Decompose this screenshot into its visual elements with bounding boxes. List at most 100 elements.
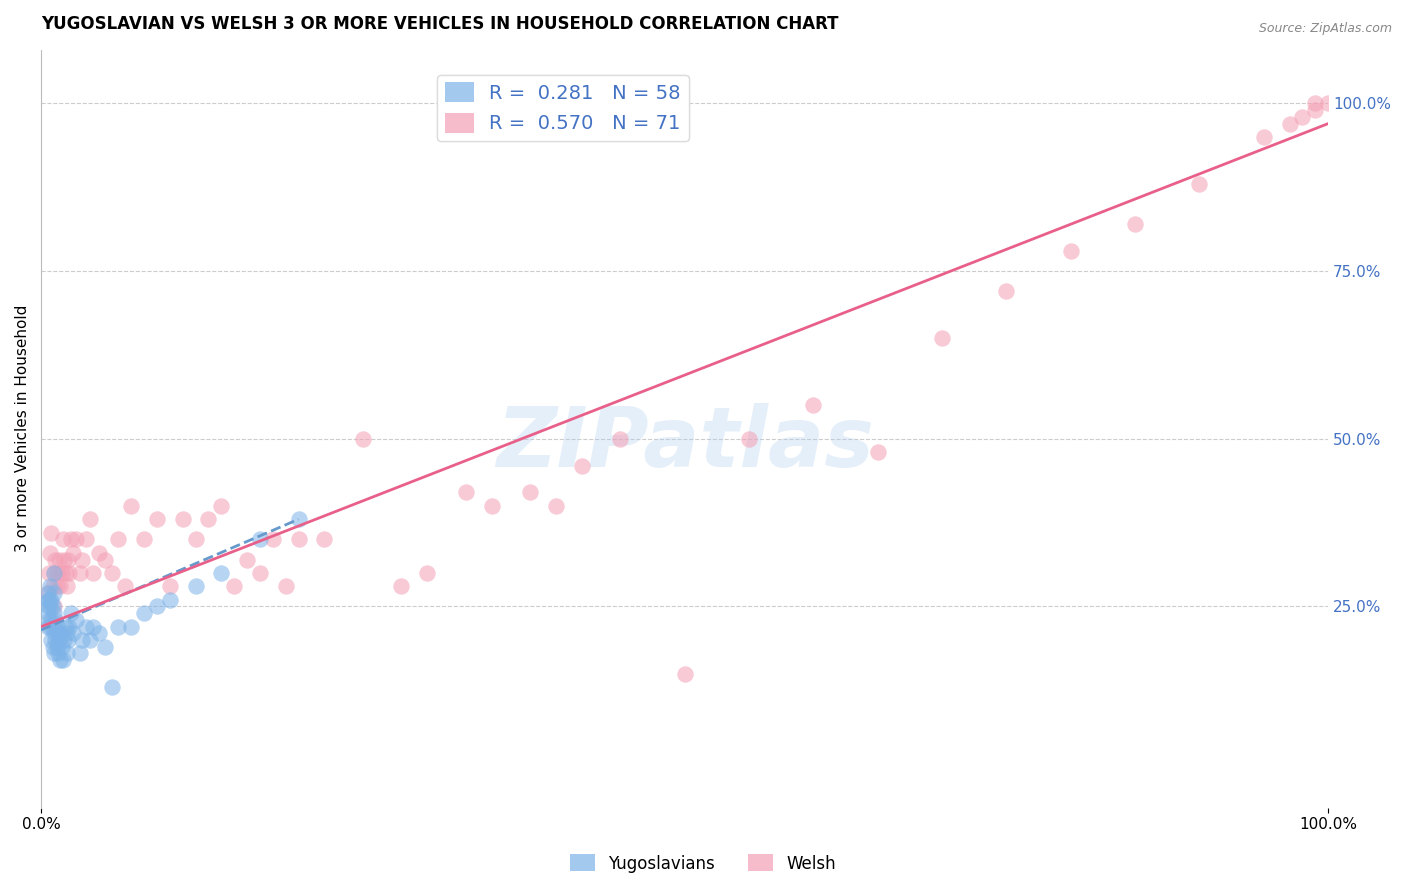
Point <box>65 613 87 627</box>
Point <box>44 552 66 566</box>
Point <box>52 533 75 547</box>
Point <box>44 633 66 648</box>
Point <box>87 626 110 640</box>
Point <box>37 606 59 620</box>
Point <box>45 640 67 654</box>
Point <box>132 533 155 547</box>
Point <box>42 626 65 640</box>
Point <box>801 398 824 412</box>
Point <box>866 445 889 459</box>
Point <box>56 633 79 648</box>
Point <box>59 606 82 620</box>
Point <box>42 586 65 600</box>
Point <box>82 619 104 633</box>
Point <box>49 579 72 593</box>
Point <box>44 613 66 627</box>
Point <box>46 626 69 640</box>
Legend: Yugoslavians, Welsh: Yugoslavians, Welsh <box>564 847 842 880</box>
Point <box>39 599 62 614</box>
Point <box>41 619 63 633</box>
Point <box>1291 110 1313 124</box>
Point <box>1303 103 1326 118</box>
Point <box>1303 96 1326 111</box>
Point <box>62 626 84 640</box>
Point <box>120 619 142 633</box>
Point <box>1123 217 1146 231</box>
Point <box>42 606 65 620</box>
Point <box>37 592 59 607</box>
Point <box>94 552 117 566</box>
Point <box>94 640 117 654</box>
Point <box>52 653 75 667</box>
Point <box>1188 177 1211 191</box>
Point <box>56 552 79 566</box>
Point <box>56 647 79 661</box>
Point <box>224 579 246 593</box>
Point <box>53 552 76 566</box>
Point <box>42 599 65 614</box>
Point <box>48 633 70 648</box>
Point <box>314 533 336 547</box>
Point <box>101 680 124 694</box>
Point <box>38 592 60 607</box>
Point <box>79 512 101 526</box>
Point <box>287 533 309 547</box>
Point <box>931 331 953 345</box>
Point <box>51 640 73 654</box>
Text: Source: ZipAtlas.com: Source: ZipAtlas.com <box>1258 22 1392 36</box>
Point <box>995 285 1018 299</box>
Text: ZIPatlas: ZIPatlas <box>496 403 873 484</box>
Point <box>544 499 567 513</box>
Point <box>107 533 129 547</box>
Point <box>197 512 219 526</box>
Point <box>58 619 80 633</box>
Point <box>51 566 73 580</box>
Point <box>55 619 77 633</box>
Point <box>41 640 63 654</box>
Point <box>454 485 477 500</box>
Point <box>114 579 136 593</box>
Point <box>609 432 631 446</box>
Point <box>738 432 761 446</box>
Point <box>53 633 76 648</box>
Point <box>87 546 110 560</box>
Point <box>48 552 70 566</box>
Point <box>69 647 91 661</box>
Point <box>101 566 124 580</box>
Point <box>481 499 503 513</box>
Point <box>56 626 79 640</box>
Point <box>39 579 62 593</box>
Point <box>49 653 72 667</box>
Point <box>1060 244 1083 258</box>
Point <box>75 533 97 547</box>
Point <box>59 533 82 547</box>
Point <box>37 586 59 600</box>
Point <box>39 546 62 560</box>
Point <box>262 533 284 547</box>
Point <box>519 485 541 500</box>
Y-axis label: 3 or more Vehicles in Household: 3 or more Vehicles in Household <box>15 305 30 552</box>
Point <box>41 525 63 540</box>
Point <box>72 633 94 648</box>
Point <box>184 579 207 593</box>
Point <box>38 613 60 627</box>
Point <box>58 566 80 580</box>
Point <box>42 566 65 580</box>
Point <box>42 566 65 580</box>
Point <box>46 566 69 580</box>
Point <box>209 566 232 580</box>
Point <box>1317 96 1340 111</box>
Point <box>416 566 439 580</box>
Point <box>236 552 259 566</box>
Point <box>159 592 181 607</box>
Point <box>45 619 67 633</box>
Point <box>184 533 207 547</box>
Point <box>37 599 59 614</box>
Point <box>146 599 169 614</box>
Point <box>249 533 271 547</box>
Point <box>107 619 129 633</box>
Point <box>56 579 79 593</box>
Point <box>274 579 297 593</box>
Point <box>72 552 94 566</box>
Point <box>41 613 63 627</box>
